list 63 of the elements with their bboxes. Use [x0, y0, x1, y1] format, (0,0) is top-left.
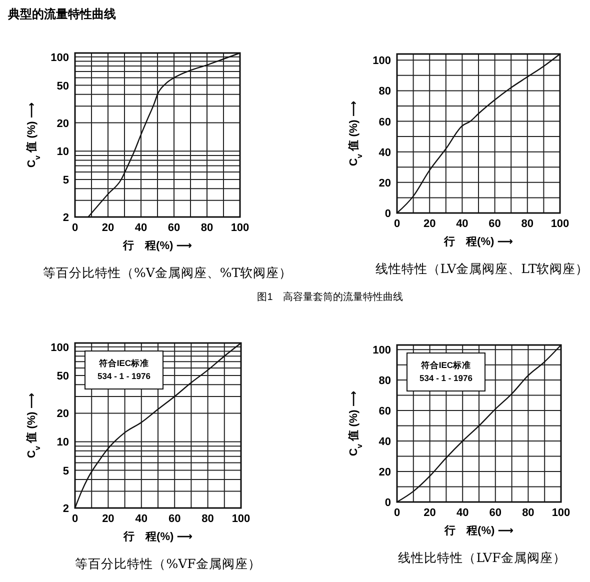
y-tick-label: 100: [372, 55, 391, 68]
x-axis-title: 行 程(%) ⟶: [444, 524, 514, 537]
x-tick-label: 60: [168, 222, 180, 234]
y-tick-label: 20: [56, 118, 69, 130]
x-tick-label: 60: [488, 218, 501, 230]
y-tick-label: 60: [378, 406, 391, 418]
line-series: [74, 342, 242, 509]
x-tick-label: 100: [232, 513, 250, 525]
annotation: 符合IEC标准 534 - 1 - 1976: [98, 358, 151, 381]
caption: 图1 高容量套筒的流量特性曲线: [257, 291, 403, 303]
annotation: 符合IEC标准 534 - 1 - 1976: [420, 360, 473, 383]
y-tick-label: 5: [62, 174, 69, 186]
x-tick-label: 20: [424, 507, 436, 519]
text: 线性比特性（LVF金属阀座）: [398, 550, 566, 565]
x-tick-label: 100: [552, 507, 570, 519]
x-tick-label: 20: [102, 513, 114, 525]
y-tick-label: 0: [384, 497, 391, 509]
x-axis-title: 行 程(%) ⟶: [443, 235, 514, 248]
x-tick-label: 0: [72, 513, 78, 525]
y-tick-label: 20: [378, 177, 391, 190]
y-tick-label: 5: [62, 465, 69, 478]
y-tick-label: 2: [62, 212, 69, 224]
x-tick-label: 60: [168, 513, 181, 525]
x-tick-label: 40: [134, 222, 148, 234]
x-tick-label: 0: [394, 507, 400, 519]
y-tick-label: 100: [50, 342, 69, 354]
y-tick-label: 40: [378, 146, 391, 159]
x-tick-label: 80: [202, 513, 214, 525]
text: 等百分比特性（%V金属阀座、%T软阀座）: [42, 265, 292, 280]
text: 典型的流量特性曲线: [7, 7, 116, 21]
x-tick-label: 40: [135, 513, 148, 525]
y-tick-label: 2: [62, 503, 69, 515]
y-tick-label: 60: [378, 116, 391, 128]
x-tick-label: 80: [200, 222, 214, 234]
x-tick-label: 20: [102, 222, 114, 234]
y-tick-label: 100: [50, 52, 69, 64]
text: 等百分比特性（%VF金属阀座）: [75, 556, 261, 571]
x-tick-label: 100: [550, 218, 570, 230]
y-tick-label: 40: [378, 436, 391, 448]
y-tick-label: 50: [56, 370, 69, 382]
x-tick-label: 80: [522, 507, 534, 519]
x-tick-label: 60: [489, 507, 502, 519]
y-tick-label: 100: [372, 344, 391, 357]
line-series: [396, 344, 562, 503]
x-tick-label: 20: [423, 218, 436, 230]
y-tick-label: 10: [56, 436, 69, 449]
y-tick-label: 0: [384, 208, 391, 220]
y-tick-label: 50: [56, 80, 69, 92]
y-tick-label: 80: [378, 86, 391, 98]
x-tick-label: 80: [521, 218, 534, 230]
x-axis-title: 行 程(%) ⟶: [122, 530, 193, 543]
x-tick-label: 40: [456, 218, 468, 230]
text: 线性特性（LV金属阀座、LT软阀座）: [375, 261, 589, 276]
y-tick-label: 20: [378, 466, 391, 479]
x-tick-label: 40: [456, 507, 469, 519]
y-tick-label: 80: [378, 375, 391, 388]
line-series: [396, 53, 561, 214]
x-axis-title: 行 程(%) ⟶: [122, 239, 192, 252]
y-tick-label: 20: [56, 408, 69, 420]
x-tick-label: 0: [72, 222, 78, 234]
x-tick-label: 0: [394, 218, 400, 230]
y-tick-label: 10: [56, 146, 69, 158]
x-tick-label: 100: [230, 222, 250, 234]
